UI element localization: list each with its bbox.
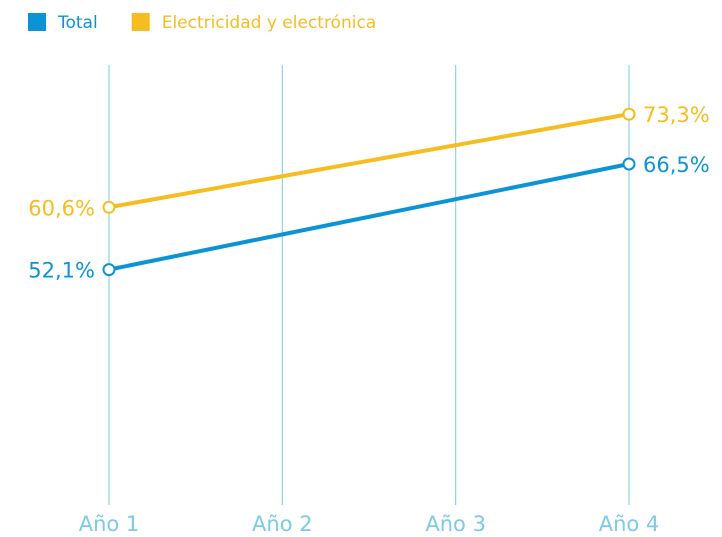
series-line [108, 112, 630, 210]
x-tick-label: Año 1 [79, 512, 140, 536]
x-tick-label: Año 4 [599, 512, 660, 536]
data-label: 73,3% [643, 103, 710, 127]
point [622, 107, 636, 121]
point [102, 263, 116, 277]
data-label: 66,5% [643, 153, 710, 177]
legend-label: Electricidad y electrónica [162, 13, 377, 33]
point [622, 157, 636, 171]
x-tick-label: Año 2 [252, 512, 313, 536]
data-label: 52,1% [28, 259, 95, 283]
point [102, 200, 116, 214]
x-tick-label: Año 3 [425, 512, 486, 536]
legend-swatch [131, 13, 150, 31]
legend-label: Total [57, 13, 98, 33]
data-label: 60,6% [28, 196, 95, 220]
legend-swatch [28, 13, 46, 31]
series-line [108, 162, 630, 272]
